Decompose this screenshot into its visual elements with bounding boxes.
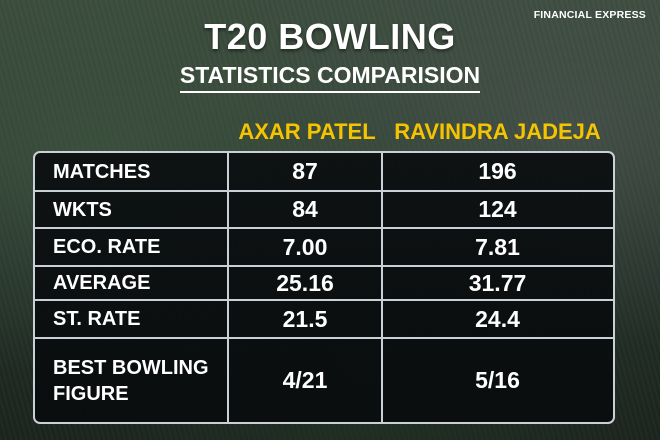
page-subtitle-text: STATISTICS COMPARISION [179,62,481,93]
page-subtitle: STATISTICS COMPARISION [0,62,660,93]
row-label: AVERAGE [53,272,151,294]
table-row: MATCHES 87 196 [35,153,613,192]
player2-value: 7.81 [475,233,520,260]
table-row: AVERAGE 25.16 31.77 [35,267,613,301]
column-divider [227,153,229,422]
player-header-jadeja: RAVINDRA JADEJA [394,119,601,144]
player2-value: 24.4 [475,305,520,332]
player1-value: 84 [292,196,318,222]
player-header-axar: AXAR PATEL [238,119,376,144]
row-label: ST. RATE [53,308,141,330]
player1-value: 7.00 [282,233,328,260]
table-row: WKTS 84 124 [35,192,613,229]
player1-value: 25.16 [276,269,334,296]
column-divider [381,153,383,422]
player2-value: 124 [478,196,517,222]
player2-value: 196 [478,158,517,184]
brand-logo: FINANCIAL EXPRESS [533,9,646,21]
player2-value: 31.77 [468,269,527,296]
row-label: MATCHES [53,160,151,183]
row-label: BEST BOWLING FIGURE [53,356,209,405]
table-row: BEST BOWLING FIGURE 4/21 5/16 [35,339,613,422]
table-row: ECO. RATE 7.00 7.81 [35,229,613,267]
page-title: T20 BOWLING [204,16,456,57]
player1-value: 4/21 [282,367,328,393]
stats-table: MATCHES 87 196 WKTS 84 124 ECO. RATE 7.0… [33,151,615,424]
player1-value: 21.5 [282,305,328,332]
row-label: ECO. RATE [53,236,161,258]
player2-value: 5/16 [475,367,520,393]
player1-value: 87 [292,158,318,184]
table-row: ST. RATE 21.5 24.4 [35,301,613,339]
row-label: WKTS [53,198,112,221]
